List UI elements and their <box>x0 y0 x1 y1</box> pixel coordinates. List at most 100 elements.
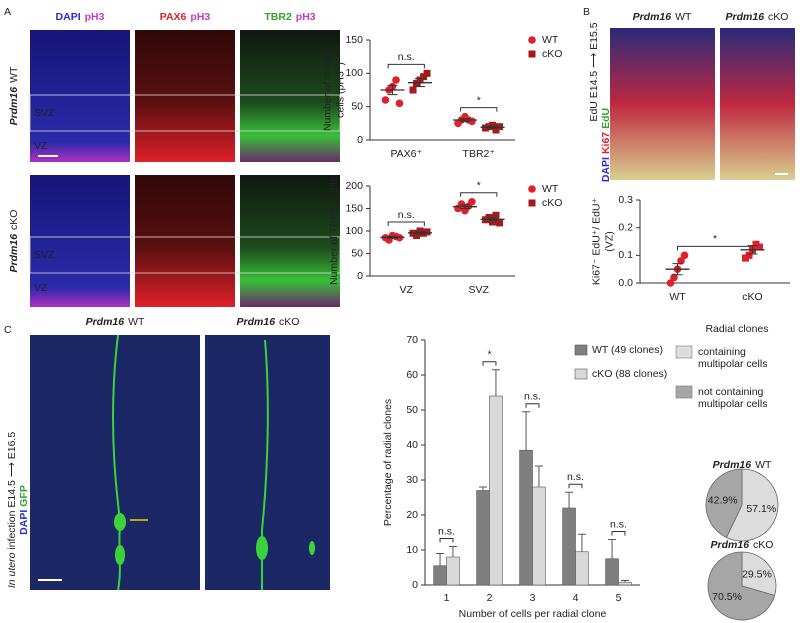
legend-swatch <box>574 344 588 356</box>
y-tick-label: 200 <box>345 180 363 192</box>
data-point <box>670 273 678 282</box>
y-tick-label: 0.0 <box>618 277 633 289</box>
stain-label-part: DAPI <box>18 510 30 535</box>
row-genotype-part: Prdm16 <box>8 87 20 126</box>
error-bar <box>522 411 531 451</box>
significance-label: * <box>477 180 481 192</box>
stain-label: DAPI GFP <box>18 485 30 535</box>
error-bar <box>459 204 470 209</box>
data-point <box>496 123 504 131</box>
y-tick-label: 50 <box>406 404 418 416</box>
data-point <box>468 197 476 206</box>
y-tick-label: 0.2 <box>618 221 633 233</box>
chart-title: Radial clones <box>705 323 768 335</box>
bar <box>489 395 503 586</box>
stain-label: PAX6 pH3 <box>160 11 211 23</box>
panel-label: A <box>4 6 11 18</box>
pie-title: Prdm16 WT <box>713 459 772 471</box>
column-genotype-part: WT <box>675 11 692 23</box>
zone-label: SVZ <box>34 107 55 119</box>
data-point <box>395 99 404 108</box>
error-bar <box>448 546 457 557</box>
error-bar <box>436 553 445 566</box>
x-tick-label: TBR2⁺ <box>463 148 496 160</box>
x-tick-label: PAX6⁺ <box>390 148 422 160</box>
significance-bracket <box>460 192 498 197</box>
legend-swatch <box>675 345 693 359</box>
pie-value-label: 70.5% <box>712 591 742 603</box>
data-point <box>677 257 685 265</box>
significance-label: * <box>487 349 491 361</box>
error-bar <box>491 369 500 396</box>
column-genotype: Prdm16 WT <box>86 316 145 328</box>
x-tick-label: 3 <box>530 592 536 604</box>
x-axis-label: Number of cells per radial clone <box>459 608 607 620</box>
data-point <box>745 251 753 259</box>
error-bar <box>487 217 498 222</box>
significance-label: n.s. <box>438 525 455 537</box>
significance-bracket <box>387 63 425 69</box>
legend-swatch <box>675 385 693 399</box>
x-tick-label: VZ <box>400 284 414 296</box>
stain-label-part: PAX6 <box>160 11 187 23</box>
significance-bracket <box>568 483 583 489</box>
stain-label-part: DAPI <box>56 11 81 23</box>
legend-label: cKO (88 clones) <box>592 368 667 380</box>
y-tick-label: 40 <box>406 439 418 451</box>
significance-label: n.s. <box>398 209 415 221</box>
y-axis-label: Ki67⁻ EdU⁺/ EdU⁺ <box>590 197 602 285</box>
significance-bracket <box>387 221 425 226</box>
y-tick-label: 50 <box>351 247 363 259</box>
significance-bracket <box>439 538 454 543</box>
row-genotype: Prdm16 WT <box>8 66 20 125</box>
y-tick-label: 20 <box>406 509 418 521</box>
pie-title-part: WT <box>755 459 772 471</box>
data-point <box>489 218 497 226</box>
significance-label: n.s. <box>610 518 627 530</box>
x-tick-label: WT <box>669 291 686 303</box>
bar <box>433 565 447 586</box>
data-point <box>756 243 763 251</box>
column-genotype: Prdm16 WT <box>633 11 692 23</box>
y-tick-label: 10 <box>406 544 418 556</box>
bar <box>575 551 589 586</box>
row-genotype-part: WT <box>8 66 20 83</box>
x-tick-label: cKO <box>742 291 762 303</box>
pie-title: Prdm16 cKO <box>711 539 774 551</box>
significance-label: n.s. <box>524 391 541 403</box>
data-point <box>381 96 390 104</box>
stain-label-part: pH3 <box>296 11 316 23</box>
stain-label-part: pH3 <box>85 11 105 23</box>
stain-label: DAPI Ki67 EdU <box>600 108 612 182</box>
bar <box>446 556 460 586</box>
y-axis-label: Number of TBR2⁺ cells <box>328 177 340 285</box>
y-tick-label: 60 <box>406 369 418 381</box>
x-tick-label: 5 <box>616 592 622 604</box>
significance-bracket <box>460 107 498 112</box>
error-bar <box>608 539 617 559</box>
pie-value-label: 29.5% <box>742 569 772 581</box>
y-axis-label: Number of mitotic <box>321 49 333 131</box>
error-bar <box>479 486 488 491</box>
pie-slice <box>707 551 776 621</box>
stain-label: TBR2 pH3 <box>264 11 315 23</box>
data-point <box>528 185 536 193</box>
stain-label-part: pH3 <box>190 11 210 23</box>
stain-label-part: EdU <box>600 108 612 129</box>
legend-label: multipolar cells <box>698 358 767 370</box>
side-label: In utero infection E14.5 ⟶ E16.5 <box>6 432 18 588</box>
column-genotype: Prdm16 cKO <box>726 11 789 23</box>
significance-bracket <box>525 403 540 408</box>
data-point <box>457 200 466 208</box>
x-tick-label: 4 <box>573 592 579 604</box>
side-label: EdU E14.5 ⟶ E15.5 <box>588 22 600 121</box>
error-bar <box>415 231 426 235</box>
row-genotype-part: Prdm16 <box>8 234 20 273</box>
y-tick-label: 0 <box>412 579 418 591</box>
y-tick-label: 100 <box>345 67 363 79</box>
micrographs <box>29 28 795 591</box>
significance-label: n.s. <box>398 51 415 63</box>
legend-label: cKO <box>542 48 562 60</box>
data-point <box>528 36 536 44</box>
side-label-part: In utero <box>6 552 18 588</box>
